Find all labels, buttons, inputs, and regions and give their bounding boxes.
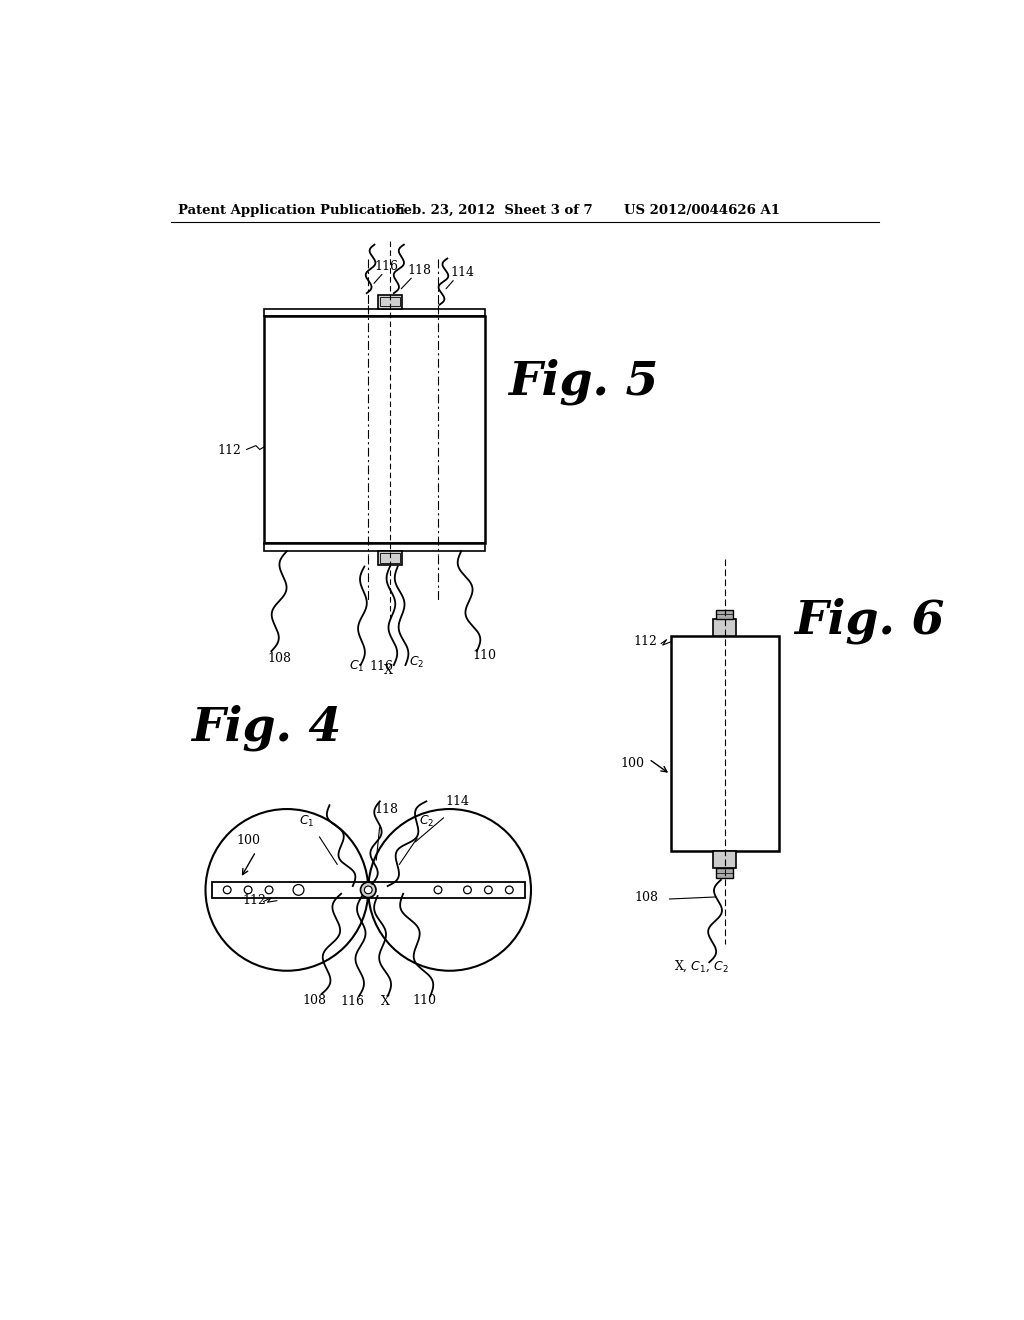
Text: 112: 112 — [633, 635, 657, 648]
Polygon shape — [212, 882, 524, 898]
Text: Fig. 6: Fig. 6 — [795, 597, 945, 644]
Polygon shape — [713, 619, 736, 636]
Text: 118: 118 — [375, 803, 398, 816]
Text: 116: 116 — [370, 660, 394, 673]
Text: 114: 114 — [445, 795, 470, 808]
Text: X: X — [384, 664, 392, 677]
Text: 110: 110 — [412, 994, 436, 1007]
Text: US 2012/0044626 A1: US 2012/0044626 A1 — [624, 205, 780, 218]
Polygon shape — [716, 610, 733, 619]
Text: Fig. 5: Fig. 5 — [508, 359, 658, 405]
Text: Feb. 23, 2012  Sheet 3 of 7: Feb. 23, 2012 Sheet 3 of 7 — [395, 205, 593, 218]
Circle shape — [293, 884, 304, 895]
Polygon shape — [716, 869, 733, 878]
Polygon shape — [713, 851, 736, 869]
Text: $C_1$: $C_1$ — [349, 659, 365, 675]
Text: $C_2$: $C_2$ — [419, 813, 434, 829]
Text: 112: 112 — [217, 445, 241, 458]
Text: 116: 116 — [375, 260, 398, 273]
Circle shape — [360, 882, 376, 898]
Text: 100: 100 — [621, 756, 644, 770]
Text: 112: 112 — [243, 894, 266, 907]
Text: 108: 108 — [302, 994, 326, 1007]
Polygon shape — [378, 552, 402, 565]
Text: 100: 100 — [237, 834, 260, 846]
Text: 116: 116 — [341, 995, 365, 1008]
Text: 118: 118 — [407, 264, 431, 277]
Text: $C_2$: $C_2$ — [410, 655, 425, 671]
Text: Patent Application Publication: Patent Application Publication — [178, 205, 406, 218]
Text: 108: 108 — [635, 891, 658, 904]
Text: 114: 114 — [451, 265, 474, 279]
Polygon shape — [378, 294, 402, 309]
Text: 110: 110 — [473, 648, 497, 661]
Text: X: X — [381, 995, 390, 1008]
Polygon shape — [671, 636, 779, 851]
Text: X, $C_1$, $C_2$: X, $C_1$, $C_2$ — [674, 958, 729, 974]
Text: Fig. 4: Fig. 4 — [191, 705, 342, 751]
Text: 108: 108 — [267, 652, 292, 665]
Circle shape — [365, 886, 372, 894]
Text: $C_1$: $C_1$ — [299, 813, 314, 829]
